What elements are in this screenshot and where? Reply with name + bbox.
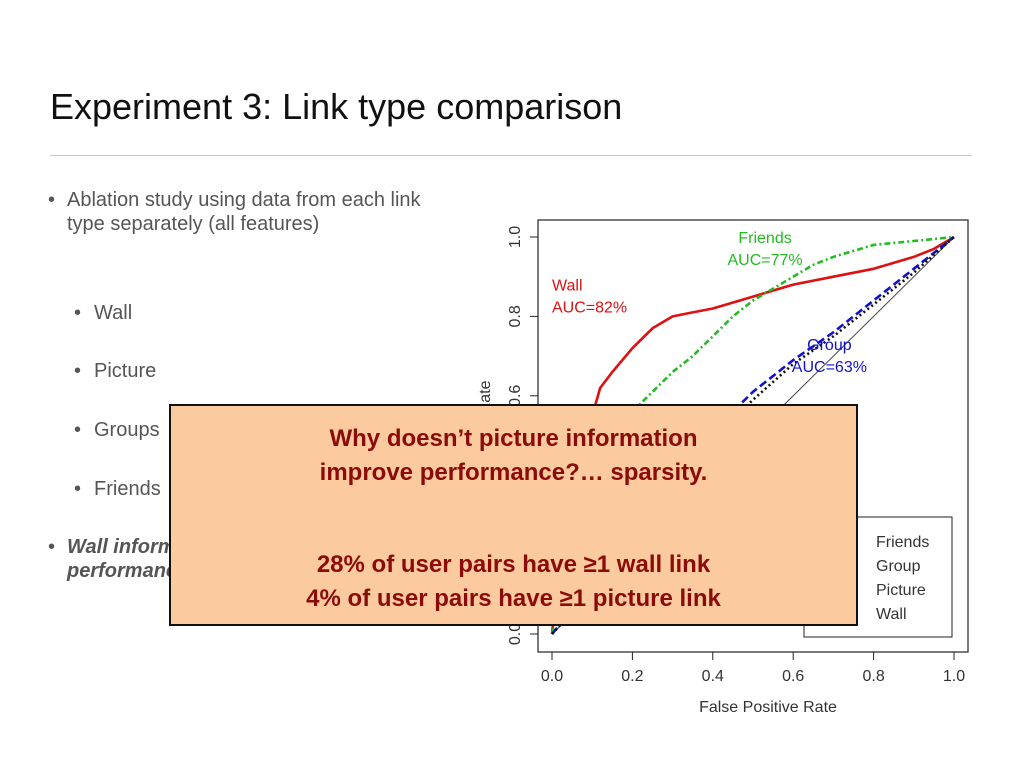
y-tick-label: 0.8 xyxy=(507,305,524,327)
x-tick-label: 1.0 xyxy=(943,668,965,685)
annotation-name-friends: Friends xyxy=(738,230,791,247)
bullet-ablation: • Ablation study using data from each li… xyxy=(48,188,428,236)
x-tick-label: 0.6 xyxy=(782,668,804,685)
x-tick-label: 0.4 xyxy=(702,668,724,685)
title-divider xyxy=(50,155,972,156)
y-tick-label: 1.0 xyxy=(507,226,524,248)
sub-bullet-friends: • Friends xyxy=(74,477,161,501)
x-tick-label: 0.2 xyxy=(621,668,643,685)
bullet-dot: • xyxy=(74,478,82,500)
x-tick-label: 0.0 xyxy=(541,668,563,685)
legend-label: Group xyxy=(876,558,921,575)
legend-label: Picture xyxy=(876,582,926,599)
bullet-dot: • xyxy=(48,536,56,558)
y-tick-label: 0.6 xyxy=(507,385,524,407)
bullet-ablation-text: Ablation study using data from each link… xyxy=(67,189,421,235)
bullet-dot: • xyxy=(48,189,56,211)
sub-bullet-picture: • Picture xyxy=(74,359,156,383)
y-tick-label: 0.0 xyxy=(507,623,524,645)
x-tick-label: 0.8 xyxy=(862,668,884,685)
sub-bullet-text: Friends xyxy=(94,478,161,500)
bullet-dot: • xyxy=(74,360,82,382)
annotation-auc-group: AUC=63% xyxy=(792,359,867,376)
annotation-auc-wall: AUC=82% xyxy=(552,299,627,316)
sub-bullet-text: Groups xyxy=(94,419,160,441)
bullet-dot: • xyxy=(74,419,82,441)
sub-bullet-text: Picture xyxy=(94,360,157,382)
annotation-auc-friends: AUC=77% xyxy=(727,252,802,269)
x-axis-label: False Positive Rate xyxy=(699,699,837,716)
callout-picture-stat: 4% of user pairs have ≥1 picture link xyxy=(306,585,721,612)
annotation-name-group: Group xyxy=(807,337,852,354)
bullet-dot: • xyxy=(74,302,82,324)
sub-bullet-groups: • Groups xyxy=(74,418,160,442)
sub-bullet-text: Wall xyxy=(94,302,133,324)
slide-title: Experiment 3: Link type comparison xyxy=(50,86,623,127)
annotation-name-wall: Wall xyxy=(552,277,583,294)
callout-question-line-1: Why doesn’t picture information xyxy=(329,425,698,452)
sparsity-callout: Why doesn’t picture information improve … xyxy=(169,404,858,626)
callout-wall-stat: 28% of user pairs have ≥1 wall link xyxy=(316,551,711,578)
legend-label: Friends xyxy=(876,534,929,551)
sub-bullet-wall: • Wall xyxy=(74,301,132,325)
legend-label: Wall xyxy=(876,606,907,623)
callout-question-line-2: improve performance?… sparsity. xyxy=(319,459,708,486)
